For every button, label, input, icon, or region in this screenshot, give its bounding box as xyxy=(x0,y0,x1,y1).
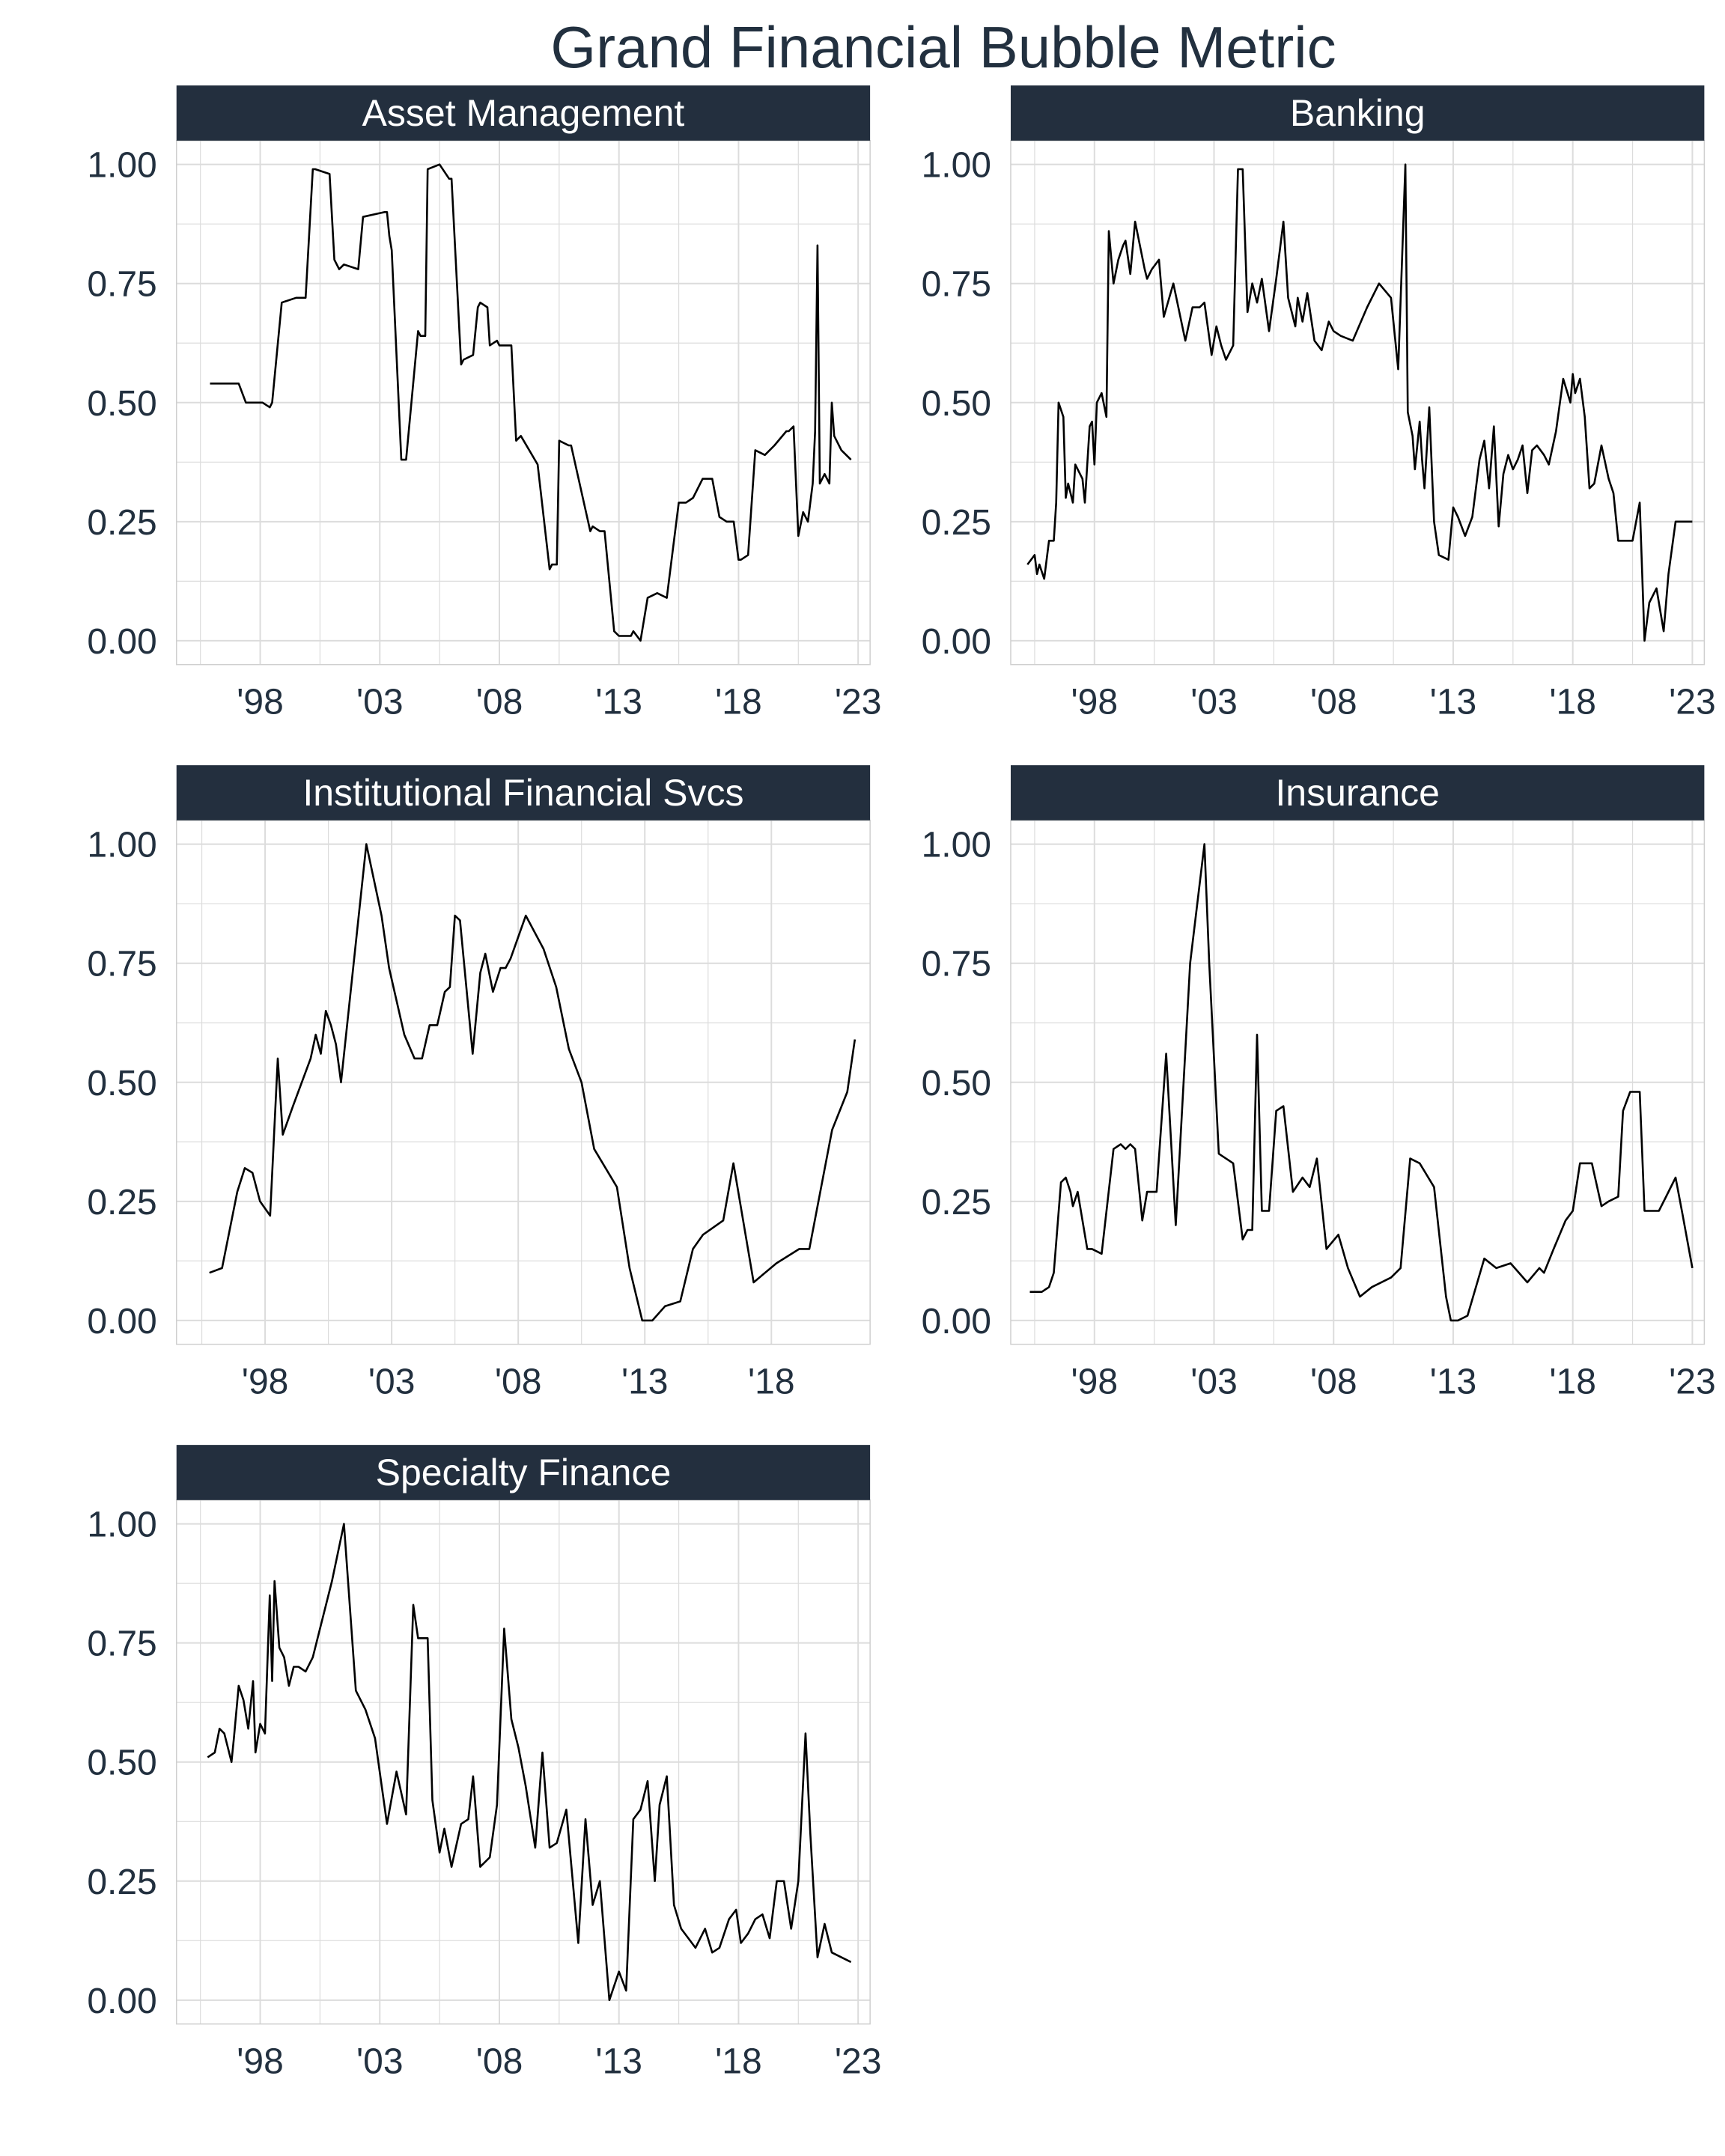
x-tick-label: '98 xyxy=(1071,1362,1119,1402)
panel-title: Insurance xyxy=(1275,772,1440,814)
y-tick-label: 0.75 xyxy=(922,945,991,984)
y-tick-label: 1.00 xyxy=(87,1505,156,1545)
x-tick-label: '18 xyxy=(1549,1362,1596,1402)
y-tick-label: 0.25 xyxy=(87,1183,156,1222)
panel-title: Banking xyxy=(1290,92,1426,134)
y-tick-label: 0.75 xyxy=(87,1624,156,1664)
x-tick-label: '23 xyxy=(835,2042,882,2082)
x-tick-label: '13 xyxy=(595,683,642,722)
y-tick-label: 1.00 xyxy=(922,826,991,865)
y-tick-label: 1.00 xyxy=(87,826,156,865)
series-line-institutional-financial-svcs xyxy=(209,843,857,1322)
x-tick-label: '08 xyxy=(1310,1362,1357,1402)
x-tick-label: '98 xyxy=(237,683,284,722)
y-tick-label: 0.00 xyxy=(922,1302,991,1342)
page-title: Grand Financial Bubble Metric xyxy=(550,14,1336,80)
x-tick-label: '08 xyxy=(476,2042,523,2082)
x-tick-label: '03 xyxy=(368,1362,416,1402)
y-tick-label: 0.00 xyxy=(922,622,991,662)
y-tick-label: 1.00 xyxy=(922,146,991,186)
x-tick-label: '13 xyxy=(621,1362,669,1402)
y-tick-label: 0.75 xyxy=(922,265,991,305)
panel-title: Institutional Financial Svcs xyxy=(302,772,743,814)
y-tick-label: 0.75 xyxy=(87,945,156,984)
x-tick-label: '98 xyxy=(1071,683,1119,722)
x-tick-label: '03 xyxy=(1190,683,1238,722)
y-tick-label: 0.25 xyxy=(922,503,991,543)
x-tick-label: '18 xyxy=(715,683,762,722)
strip-specialty-finance xyxy=(176,1445,871,1500)
x-tick-label: '98 xyxy=(242,1362,289,1402)
y-tick-label: 0.00 xyxy=(87,1982,156,2021)
x-tick-label: '18 xyxy=(715,2042,762,2082)
x-tick-label: '03 xyxy=(356,683,404,722)
strip-asset-management xyxy=(176,85,871,141)
x-tick-label: '18 xyxy=(748,1362,795,1402)
x-tick-label: '98 xyxy=(237,2042,284,2082)
series-line-asset-management xyxy=(210,163,852,642)
x-tick-label: '13 xyxy=(1430,1362,1477,1402)
y-tick-label: 0.50 xyxy=(87,1064,156,1103)
y-tick-label: 0.50 xyxy=(922,1064,991,1103)
x-tick-label: '03 xyxy=(356,2042,404,2082)
y-tick-label: 0.25 xyxy=(87,1863,156,1902)
x-tick-label: '13 xyxy=(595,2042,642,2082)
y-tick-label: 0.25 xyxy=(87,503,156,543)
strip-insurance xyxy=(1010,765,1705,820)
x-tick-label: '03 xyxy=(1190,1362,1238,1402)
x-tick-label: '23 xyxy=(835,683,882,722)
x-tick-label: '13 xyxy=(1430,683,1477,722)
x-tick-label: '08 xyxy=(476,683,523,722)
y-tick-label: 0.75 xyxy=(87,265,156,305)
y-tick-label: 1.00 xyxy=(87,146,156,186)
y-tick-label: 0.50 xyxy=(87,1744,156,1783)
strip-banking xyxy=(1010,85,1705,141)
x-tick-label: '08 xyxy=(495,1362,542,1402)
x-tick-label: '23 xyxy=(1669,683,1716,722)
series-line-insurance xyxy=(1029,843,1694,1322)
y-tick-label: 0.00 xyxy=(87,1302,156,1342)
strip-institutional-financial-svcs xyxy=(176,765,871,820)
series-line-banking xyxy=(1026,163,1693,642)
y-tick-label: 0.50 xyxy=(922,384,991,424)
x-tick-label: '23 xyxy=(1669,1362,1716,1402)
series-line-specialty-finance xyxy=(207,1523,852,2002)
y-tick-label: 0.50 xyxy=(87,384,156,424)
x-tick-label: '18 xyxy=(1549,683,1596,722)
panel-title: Asset Management xyxy=(362,92,685,134)
x-tick-label: '08 xyxy=(1310,683,1357,722)
y-tick-label: 0.00 xyxy=(87,622,156,662)
y-tick-label: 0.25 xyxy=(922,1183,991,1222)
panel-title: Specialty Finance xyxy=(376,1452,672,1493)
